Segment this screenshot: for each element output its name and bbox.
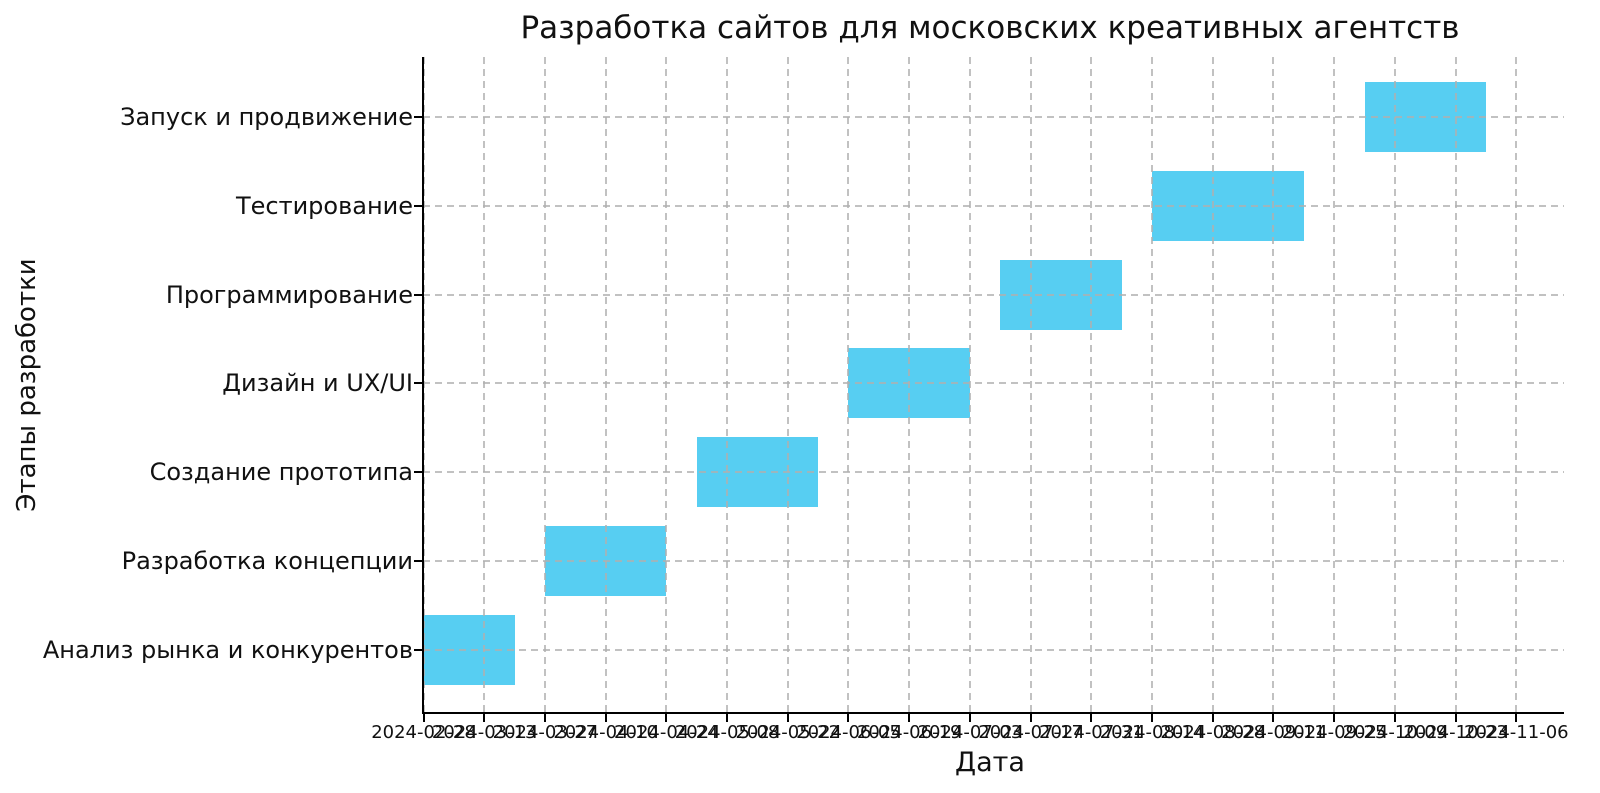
x-gridline	[1515, 57, 1518, 713]
x-tick-label: 2024-06-19	[856, 722, 962, 743]
y-gridline	[423, 204, 1564, 207]
y-axis-label: Этапы разработки	[12, 258, 42, 512]
x-tick-label: 2024-10-09	[1342, 722, 1448, 743]
x-tick-label: 2024-08-14	[1099, 722, 1205, 743]
y-gridline	[423, 116, 1564, 118]
y-gridline	[423, 382, 1564, 385]
x-tick-label: 2024-11-06	[1463, 722, 1569, 743]
x-gridline	[908, 57, 911, 713]
x-tick-mark	[543, 714, 546, 722]
x-tick-label: 2024-02-28	[371, 722, 476, 743]
x-tick-mark	[1272, 714, 1275, 722]
x-gridline	[847, 57, 850, 713]
x-tick-label: 2024-09-11	[1221, 722, 1326, 743]
x-tick-mark	[1090, 714, 1093, 722]
x-tick-label: 2024-03-27	[492, 722, 598, 743]
y-gridline	[423, 293, 1564, 296]
x-gridline	[1393, 57, 1396, 713]
x-gridline	[1454, 57, 1457, 713]
x-tick-label: 2024-04-10	[553, 722, 658, 743]
x-tick-mark	[908, 714, 911, 722]
x-tick-label: 2024-07-17	[978, 722, 1083, 743]
x-gridline	[786, 57, 789, 713]
y-tick-mark	[414, 471, 422, 474]
x-gridline	[1272, 57, 1275, 713]
y-tick-label: Запуск и продвижение	[120, 102, 413, 131]
y-tick-label: Тестирование	[235, 191, 413, 220]
y-axis-spine	[422, 57, 424, 714]
x-axis-label: Дата	[955, 747, 1025, 778]
x-tick-label: 2024-07-03	[917, 722, 1023, 743]
x-tick-mark	[1515, 714, 1518, 722]
x-gridline	[1151, 57, 1154, 713]
x-gridline	[483, 57, 486, 713]
y-tick-mark	[414, 560, 422, 563]
y-gridline	[423, 648, 1564, 651]
x-tick-label: 2024-05-22	[735, 722, 841, 743]
x-tick-mark	[1211, 714, 1214, 722]
y-tick-mark	[414, 204, 422, 207]
x-gridline	[1333, 57, 1336, 713]
x-tick-mark	[422, 714, 425, 722]
x-tick-mark	[968, 714, 971, 722]
x-tick-mark	[665, 714, 668, 722]
x-tick-label: 2024-04-24	[614, 722, 719, 743]
x-tick-mark	[847, 714, 850, 722]
x-tick-label: 2024-08-28	[1160, 722, 1266, 743]
x-tick-label: 2024-03-13	[431, 722, 537, 743]
x-tick-label: 2024-10-23	[1403, 722, 1508, 743]
x-gridline	[604, 57, 607, 713]
x-gridline	[665, 57, 668, 713]
y-tick-mark	[414, 382, 422, 385]
x-gridline	[968, 57, 971, 713]
y-tick-label: Анализ рынка и конкурентов	[42, 635, 413, 664]
x-tick-label: 2024-05-08	[674, 722, 780, 743]
y-tick-mark	[414, 293, 422, 296]
x-tick-label: 2024-09-25	[1281, 722, 1387, 743]
y-tick-label: Программирование	[165, 280, 413, 309]
x-tick-mark	[604, 714, 607, 722]
x-gridline	[543, 57, 546, 713]
chart-title: Разработка сайтов для московских креатив…	[520, 10, 1460, 46]
x-axis-spine	[422, 712, 1564, 714]
x-gridline	[1029, 57, 1032, 713]
x-gridline	[1211, 57, 1214, 713]
x-gridline	[1090, 57, 1093, 713]
x-gridline	[726, 57, 729, 713]
x-tick-mark	[1393, 714, 1396, 722]
x-tick-mark	[1151, 714, 1154, 722]
y-gridline	[423, 560, 1564, 563]
y-gridline	[423, 471, 1564, 474]
y-tick-mark	[414, 116, 422, 118]
y-tick-label: Дизайн и UX/UI	[222, 369, 413, 398]
y-tick-mark	[414, 648, 422, 651]
x-tick-label: 2024-06-05	[796, 722, 901, 743]
x-tick-mark	[1029, 714, 1032, 722]
x-tick-mark	[1333, 714, 1336, 722]
x-tick-mark	[786, 714, 789, 722]
x-tick-mark	[483, 714, 486, 722]
x-tick-mark	[726, 714, 729, 722]
x-tick-label: 2024-07-31	[1039, 722, 1144, 743]
y-tick-label: Создание прототипа	[149, 458, 413, 487]
y-tick-label: Разработка концепции	[121, 546, 413, 575]
x-tick-mark	[1454, 714, 1457, 722]
